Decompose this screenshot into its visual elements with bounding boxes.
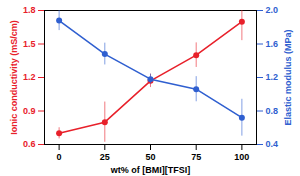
svg-text:100: 100 — [234, 152, 249, 162]
svg-text:0.9: 0.9 — [23, 106, 36, 116]
svg-text:50: 50 — [145, 152, 155, 162]
svg-text:0.4: 0.4 — [266, 139, 279, 149]
svg-text:0.6: 0.6 — [23, 139, 36, 149]
svg-text:Ionic conductivity (mS/cm): Ionic conductivity (mS/cm) — [9, 20, 19, 135]
svg-text:1.5: 1.5 — [23, 39, 36, 49]
svg-text:25: 25 — [100, 152, 110, 162]
svg-text:2.0: 2.0 — [266, 5, 279, 15]
svg-text:0: 0 — [57, 152, 62, 162]
svg-text:1.8: 1.8 — [23, 5, 36, 15]
svg-text:1.2: 1.2 — [266, 72, 279, 82]
svg-text:Elastic modulus (MPa): Elastic modulus (MPa) — [283, 29, 293, 125]
svg-text:1.2: 1.2 — [23, 72, 36, 82]
svg-text:wt% of [BMI][TFSI]: wt% of [BMI][TFSI] — [110, 165, 190, 175]
svg-text:75: 75 — [191, 152, 201, 162]
svg-text:0.8: 0.8 — [266, 106, 279, 116]
svg-text:1.6: 1.6 — [266, 39, 279, 49]
